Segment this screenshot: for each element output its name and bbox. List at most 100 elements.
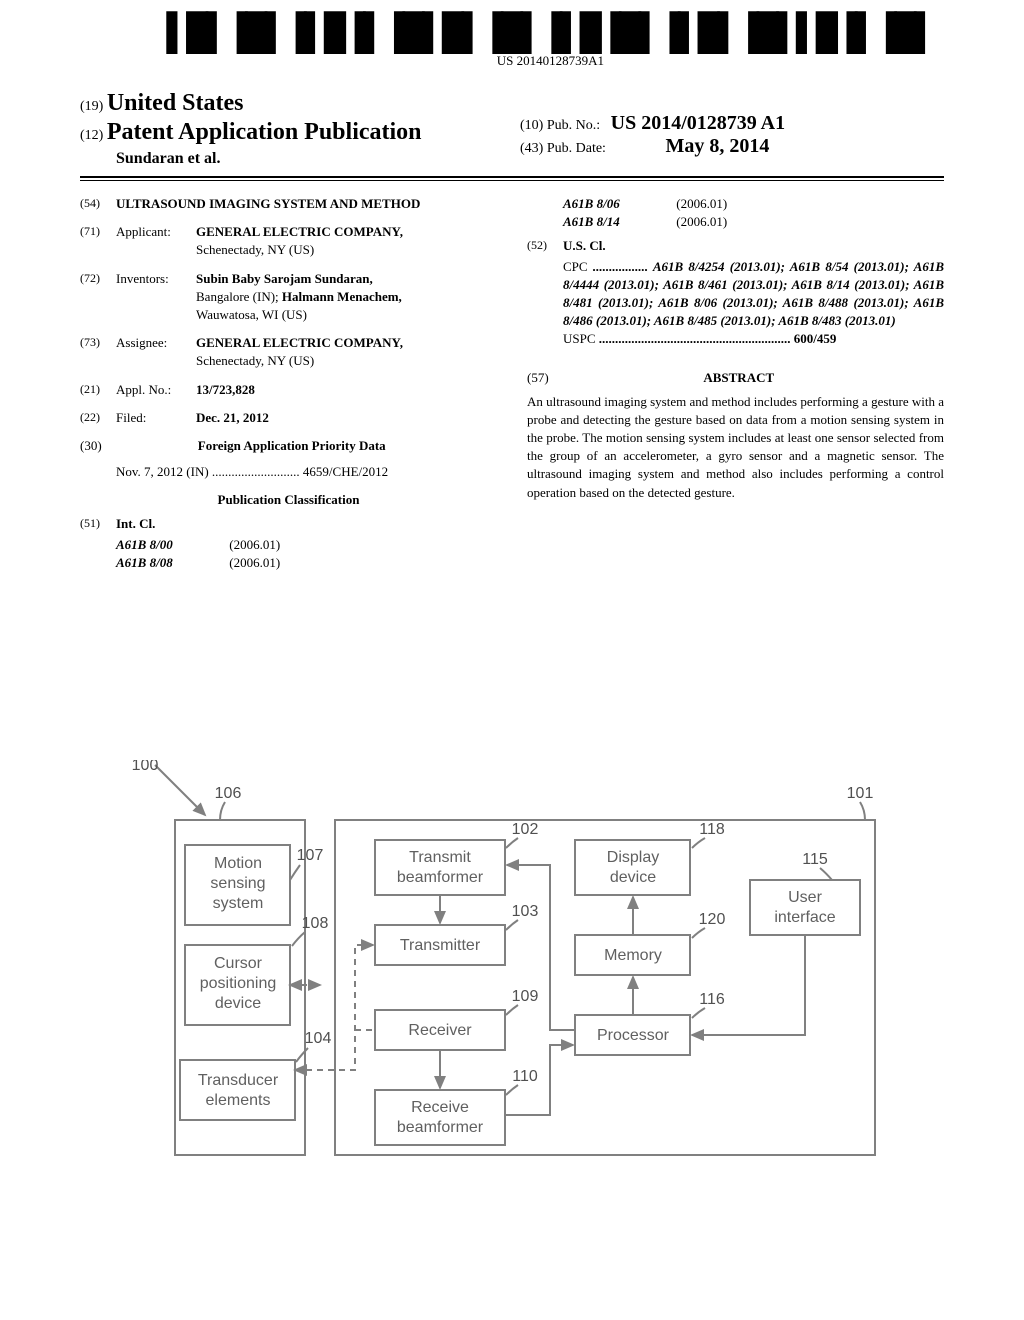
assignee-loc: Schenectady, NY (US): [196, 353, 314, 368]
field-num-71: (71): [80, 223, 116, 259]
header-left: (19) United States (12) Patent Applicati…: [80, 90, 944, 168]
abstract-text: An ultrasound imaging system and method …: [527, 393, 944, 502]
country: United States: [107, 90, 244, 116]
box-txbf-2: beamformer: [397, 869, 484, 886]
ref-115: 115: [802, 851, 828, 868]
cpc-block: CPC ................. A61B 8/4254 (2013.…: [563, 258, 944, 331]
field-num-52: (52): [527, 237, 563, 255]
pub-type-line: (12) Patent Application Publication: [80, 119, 944, 146]
field-72: (72) Inventors: Subin Baby Sarojam Sunda…: [80, 270, 497, 325]
foreign-priority-line: Nov. 7, 2012 (IN) ......................…: [116, 463, 497, 481]
field-71: (71) Applicant: GENERAL ELECTRIC COMPANY…: [80, 223, 497, 259]
intcl-row-3: A61B 8/06 (2006.01): [563, 195, 944, 213]
field-54: (54) ULTRASOUND IMAGING SYSTEM AND METHO…: [80, 195, 497, 213]
foreign-priority-head: Foreign Application Priority Data: [119, 437, 464, 455]
field-num-54: (54): [80, 195, 116, 213]
assignee-name: GENERAL ELECTRIC COMPANY,: [196, 335, 403, 350]
field-30: (30) Foreign Application Priority Data: [80, 437, 497, 455]
intcl-2-code: A61B 8/08: [116, 554, 226, 572]
box-rxbf-2: beamformer: [397, 1119, 484, 1136]
box-ui-1: User: [788, 889, 822, 906]
box-tx: Transmitter: [400, 937, 481, 954]
field-22: (22) Filed: Dec. 21, 2012: [80, 409, 497, 427]
field-num-12: (12): [80, 128, 103, 143]
country-line: (19) United States: [80, 90, 944, 117]
pub-date-label: Pub. Date:: [547, 141, 606, 156]
figure-1: 100 106 101 Motion sensing system Cursor…: [120, 760, 890, 1180]
right-column: A61B 8/06 (2006.01) A61B 8/14 (2006.01) …: [527, 195, 944, 572]
inventor-2-loc: Wauwatosa, WI (US): [196, 307, 307, 322]
box-rx: Receiver: [408, 1022, 472, 1039]
applicant-loc: Schenectady, NY (US): [196, 242, 314, 257]
barcode-block: ▌█▌▐█▌▐▌█▐▌▐█▌█▌▐█▌▐▌█▐█▌▐▌█▌▐█▌▌█▐▌▐█▌ …: [167, 20, 934, 69]
inventors: Subin Baby Sarojam Sundaran, Bangalore (…: [196, 270, 497, 325]
intcl-2-year: (2006.01): [229, 555, 280, 570]
applno-label: Appl. No.:: [116, 381, 196, 399]
field-57: (57) ABSTRACT: [527, 369, 944, 387]
rule-thin: [80, 180, 944, 181]
box-rxbf-1: Receive: [411, 1099, 469, 1116]
box-display-1: Display: [607, 849, 659, 866]
assignee: GENERAL ELECTRIC COMPANY, Schenectady, N…: [196, 334, 497, 370]
box-display-2: device: [610, 869, 656, 886]
field-num-22: (22): [80, 409, 116, 427]
inventor-1-loc: Bangalore (IN);: [196, 289, 282, 304]
cpc-label: CPC: [563, 259, 588, 274]
box-processor: Processor: [597, 1027, 670, 1044]
box-cursor-2: positioning: [200, 975, 277, 992]
pub-date-line: (43) Pub. Date: May 8, 2014: [520, 135, 785, 158]
pub-classification-head: Publication Classification: [80, 491, 497, 509]
inventor-1: Subin Baby Sarojam Sundaran,: [196, 271, 373, 286]
pub-no-line: (10) Pub. No.: US 2014/0128739 A1: [520, 112, 785, 135]
box-cursor-3: device: [215, 995, 261, 1012]
field-num-10: (10): [520, 118, 543, 133]
intcl-row-2: A61B 8/08 (2006.01): [116, 554, 497, 572]
ref-118: 118: [699, 821, 725, 838]
ref-100: 100: [132, 760, 159, 774]
uspc-label: USPC: [563, 331, 596, 346]
intcl-label: Int. Cl.: [116, 515, 497, 533]
field-73: (73) Assignee: GENERAL ELECTRIC COMPANY,…: [80, 334, 497, 370]
title: ULTRASOUND IMAGING SYSTEM AND METHOD: [116, 195, 497, 213]
inventors-label: Inventors:: [116, 270, 196, 325]
intcl-3-code: A61B 8/06: [563, 195, 673, 213]
intcl-4-year: (2006.01): [676, 214, 727, 229]
applicant-name: GENERAL ELECTRIC COMPANY,: [196, 224, 403, 239]
filed-label: Filed:: [116, 409, 196, 427]
box-transducer-2: elements: [206, 1092, 271, 1109]
ref-106: 106: [215, 785, 242, 802]
intcl-1-year: (2006.01): [229, 537, 280, 552]
box-transducer-1: Transducer: [198, 1072, 279, 1089]
ref-103: 103: [512, 903, 539, 920]
inventor-2: Halmann Menachem,: [282, 289, 402, 304]
pub-no: US 2014/0128739 A1: [611, 112, 785, 134]
box-cursor-1: Cursor: [214, 955, 263, 972]
left-column: (54) ULTRASOUND IMAGING SYSTEM AND METHO…: [80, 195, 497, 572]
applicant: GENERAL ELECTRIC COMPANY, Schenectady, N…: [196, 223, 497, 259]
pub-no-label: Pub. No.:: [547, 118, 600, 133]
box-motion-3: system: [213, 895, 264, 912]
uscl-label: U.S. Cl.: [563, 237, 944, 255]
ref-109: 109: [512, 988, 539, 1005]
box-motion-1: Motion: [214, 855, 262, 872]
publication-type: Patent Application Publication: [107, 119, 422, 145]
ref-110: 110: [512, 1068, 538, 1085]
uspc-block: USPC ...................................…: [563, 330, 944, 348]
intcl-row-1: A61B 8/00 (2006.01): [116, 536, 497, 554]
ref-107: 107: [297, 847, 324, 864]
field-num-19: (19): [80, 99, 103, 114]
intcl-4-code: A61B 8/14: [563, 213, 673, 231]
field-num-72: (72): [80, 270, 116, 325]
pub-date: May 8, 2014: [665, 135, 769, 157]
field-52: (52) U.S. Cl.: [527, 237, 944, 255]
abstract-head: ABSTRACT: [566, 369, 911, 387]
ref-108: 108: [302, 915, 329, 932]
applno: 13/723,828: [196, 381, 497, 399]
applicant-label: Applicant:: [116, 223, 196, 259]
uspc-value: ........................................…: [599, 331, 837, 346]
ref-102: 102: [512, 821, 539, 838]
intcl-1-code: A61B 8/00: [116, 536, 226, 554]
field-num-43: (43): [520, 141, 543, 156]
field-21: (21) Appl. No.: 13/723,828: [80, 381, 497, 399]
columns: (54) ULTRASOUND IMAGING SYSTEM AND METHO…: [80, 195, 944, 572]
